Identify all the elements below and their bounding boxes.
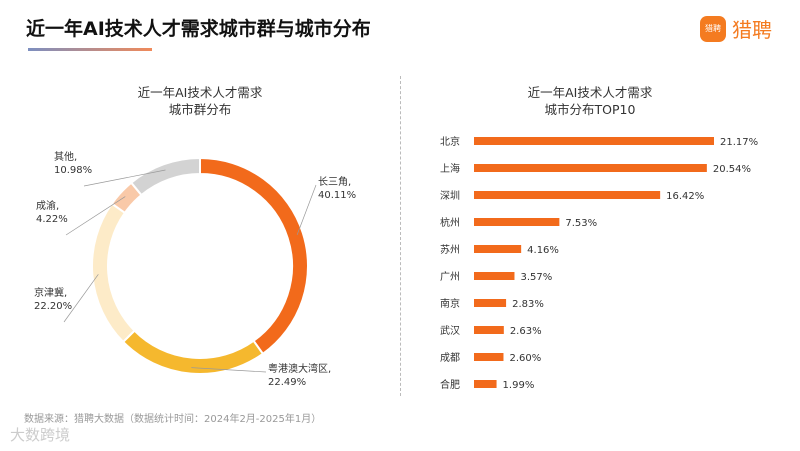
donut-title-line1: 近一年AI技术人才需求: [137, 85, 263, 100]
bar-title: 近一年AI技术人才需求 城市分布TOP10: [500, 84, 680, 118]
bar-title-line1: 近一年AI技术人才需求: [527, 85, 653, 100]
bar-category-6: 南京: [440, 297, 460, 310]
bar-6: [474, 299, 507, 307]
slice-value-0: 40.11%: [318, 190, 356, 201]
leader-line-0: [296, 184, 317, 235]
liepin-logo: 猎聘 猎聘: [700, 14, 772, 43]
bar-8: [474, 353, 504, 361]
slice-category-4: 其他,: [54, 150, 77, 163]
page-title: 近一年AI技术人才需求城市群与城市分布: [26, 18, 371, 40]
bar-label-5: 3.57%: [520, 272, 552, 283]
slice-value-3: 4.22%: [36, 214, 68, 225]
watermark: 大数跨境: [10, 426, 71, 444]
bar-category-9: 合肥: [440, 378, 460, 391]
bar-label-0: 21.17%: [720, 137, 758, 148]
bar-label-6: 2.83%: [512, 299, 544, 310]
donut-title-line2: 城市群分布: [168, 102, 232, 117]
bar-category-4: 苏州: [440, 243, 460, 256]
bar-9: [474, 380, 497, 388]
bar-category-5: 广州: [440, 271, 460, 283]
slice-value-2: 22.20%: [34, 301, 72, 312]
bar-label-2: 16.42%: [666, 191, 704, 202]
donut-title: 近一年AI技术人才需求 城市群分布: [120, 84, 280, 118]
bar-0: [474, 137, 714, 145]
bar-label-8: 2.60%: [509, 353, 541, 364]
bar-label-4: 4.16%: [527, 245, 559, 256]
bar-category-3: 杭州: [440, 216, 460, 229]
bar-4: [474, 245, 522, 253]
slice-category-0: 长三角,: [318, 176, 351, 188]
bar-2: [474, 191, 661, 199]
bar-5: [474, 272, 515, 280]
leader-line-2: [63, 274, 99, 323]
title-underline: [28, 48, 152, 51]
bar-label-9: 1.99%: [503, 380, 535, 391]
slice-category-3: 成渝,: [36, 199, 59, 212]
logo-icon: 猎聘: [700, 15, 726, 42]
slice-category-2: 京津冀,: [34, 286, 67, 299]
bar-3: [474, 218, 560, 226]
donut-slice-4: [129, 156, 201, 197]
leader-line-1: [191, 367, 267, 373]
leader-line-3: [65, 196, 126, 236]
bar-1: [474, 164, 707, 172]
leader-line-4: [83, 169, 166, 187]
bar-label-7: 2.63%: [510, 326, 542, 337]
panel-divider: [400, 76, 401, 396]
slice-value-1: 22.49%: [268, 377, 306, 388]
bar-title-line2: 城市分布TOP10: [544, 102, 636, 117]
donut-slice-0: [199, 156, 309, 356]
bar-category-7: 武汉: [440, 324, 460, 337]
slice-category-1: 粤港澳大湾区,: [268, 362, 331, 375]
bar-category-0: 北京: [440, 135, 460, 148]
bar-category-1: 上海: [440, 162, 460, 175]
logo-text: 猎聘: [732, 18, 772, 42]
bar-category-2: 深圳: [440, 190, 460, 202]
bar-label-1: 20.54%: [713, 164, 751, 175]
slice-value-4: 10.98%: [54, 165, 92, 176]
donut-slice-2: [91, 202, 136, 344]
data-source: 数据来源：猎聘大数据（数据统计时间：2024年2月-2025年1月）: [24, 414, 322, 425]
bar-7: [474, 326, 504, 334]
bar-label-3: 7.53%: [565, 218, 597, 229]
bar-category-8: 成都: [440, 352, 460, 364]
